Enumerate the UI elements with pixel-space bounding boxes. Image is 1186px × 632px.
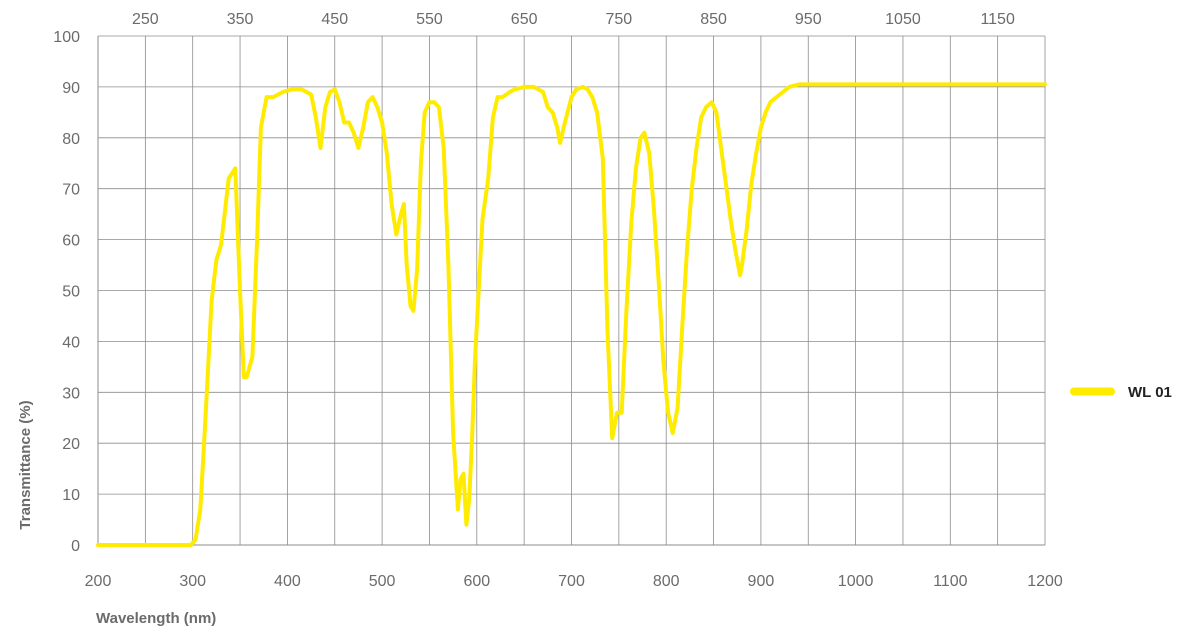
x-tick-label: 400: [274, 573, 301, 590]
x-top-tick-label: 550: [416, 11, 443, 28]
x-top-tick-label: 1050: [885, 11, 921, 28]
x-top-tick-label: 950: [795, 11, 822, 28]
x-top-tick-label: 250: [132, 11, 159, 28]
y-tick-label: 90: [62, 80, 80, 97]
y-axis-ticks: 0 10 20 30 40 50 60 70 80 90 100: [53, 29, 80, 555]
x-axis-top-ticks: 250 350 450 550 650 750 850 950 1050 1150: [132, 11, 1015, 28]
y-tick-label: 0: [71, 538, 80, 555]
y-tick-label: 10: [62, 487, 80, 504]
legend-label: WL 01: [1128, 384, 1172, 401]
x-axis-bottom-ticks: 200 300 400 500 600 700 800 900 1000 1100 1200: [85, 573, 1063, 590]
y-tick-label: 40: [62, 334, 80, 351]
x-axis-title: Wavelength (nm): [96, 610, 216, 627]
x-top-tick-label: 650: [511, 11, 538, 28]
series-layer: [96, 82, 1047, 547]
x-top-tick-label: 750: [605, 11, 632, 28]
x-top-tick-label: 350: [227, 11, 254, 28]
x-tick-label: 800: [653, 573, 680, 590]
y-tick-label: 100: [53, 29, 80, 46]
y-tick-label: 80: [62, 131, 80, 148]
y-tick-label: 20: [62, 436, 80, 453]
x-top-tick-label: 450: [321, 11, 348, 28]
x-tick-label: 300: [179, 573, 206, 590]
x-tick-label: 200: [85, 573, 112, 590]
x-tick-label: 700: [558, 573, 585, 590]
x-tick-label: 900: [748, 573, 775, 590]
y-axis-title: Transmittance (%): [17, 400, 34, 529]
y-tick-label: 60: [62, 233, 80, 250]
x-top-tick-label: 850: [700, 11, 727, 28]
x-top-tick-label: 1150: [980, 11, 1015, 28]
legend: WL 01: [1070, 384, 1172, 401]
x-tick-label: 1200: [1027, 573, 1063, 590]
x-tick-label: 600: [463, 573, 490, 590]
y-tick-label: 50: [62, 284, 80, 301]
x-tick-label: 1100: [933, 573, 968, 590]
series-line-wl-01: [96, 82, 1047, 547]
y-tick-label: 70: [62, 182, 80, 199]
x-tick-label: 500: [369, 573, 396, 590]
y-tick-label: 30: [62, 385, 80, 402]
x-tick-label: 1000: [838, 573, 874, 590]
axis-lines: [97, 36, 1045, 546]
